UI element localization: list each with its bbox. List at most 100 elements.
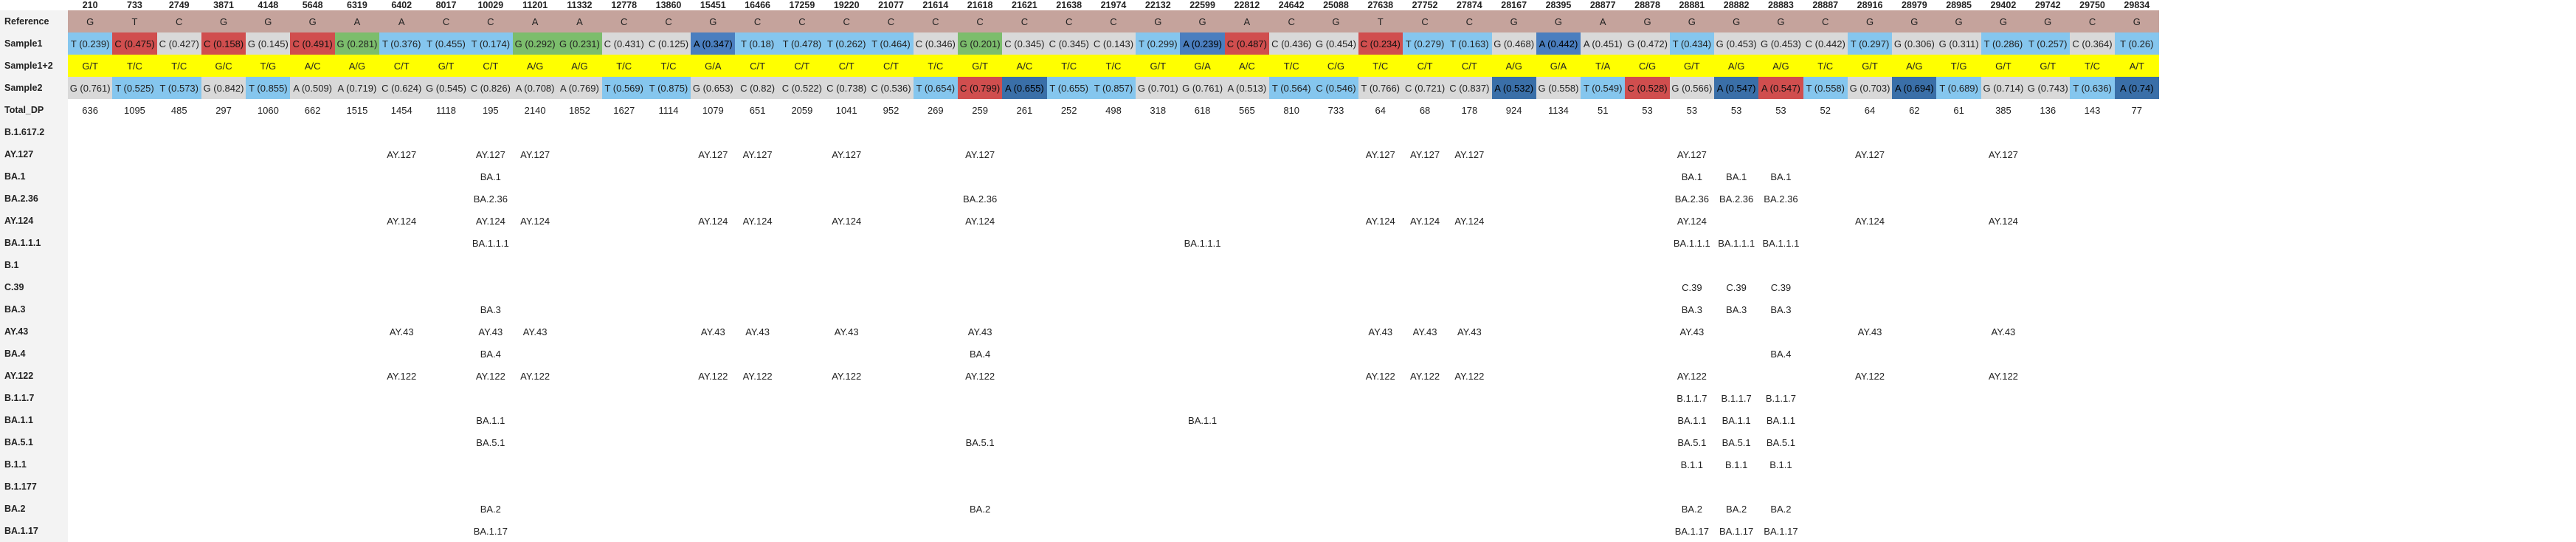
lineage-cell <box>1046 298 1091 320</box>
lineage-cell: AY.122 <box>1447 365 1492 387</box>
position-header: 21614 <box>922 0 949 10</box>
lineage-cell <box>1536 498 1581 520</box>
lineage-cell <box>1402 387 1448 409</box>
lineage-cell <box>2026 520 2071 542</box>
cell: C (0.125) <box>646 32 691 55</box>
cell: T/C <box>1803 55 1848 77</box>
cell: 810 <box>1269 99 1314 121</box>
lineage-cell <box>779 498 825 520</box>
lineage-cell <box>2026 431 2071 453</box>
lineage-cell: BA.2 <box>1758 498 1803 520</box>
lineage-cell <box>779 387 825 409</box>
lineage-cell <box>957 298 1003 320</box>
lineage-cell <box>557 365 602 387</box>
lineage-cell <box>68 143 113 165</box>
lineage-cell <box>424 276 469 298</box>
cell: G (0.761) <box>68 77 113 99</box>
lineage-cell <box>735 476 780 498</box>
lineage-cell <box>1313 210 1358 232</box>
lineage-cell <box>1936 498 1981 520</box>
lineage-cell <box>68 188 113 210</box>
lineage-cell <box>1625 320 1670 343</box>
lineage-cell <box>1224 165 1270 188</box>
lineage-cell <box>468 453 513 476</box>
lineage-cell <box>1581 520 1626 542</box>
lineage-cell <box>2114 210 2159 232</box>
lineage-cell <box>2114 476 2159 498</box>
cell: G (0.545) <box>424 77 469 99</box>
lineage-cell <box>156 254 201 276</box>
position-header: 28878 <box>1634 0 1660 10</box>
lineage-cell <box>156 387 201 409</box>
lineage-cell <box>913 143 958 165</box>
lineage-cell: AY.127 <box>1669 143 1714 165</box>
lineage-cell <box>1002 409 1047 431</box>
cell: G <box>691 10 736 32</box>
lineage-cell: AY.122 <box>691 365 736 387</box>
lineage-cell: BA.2 <box>468 498 513 520</box>
lineage-cell <box>1625 210 1670 232</box>
lineage-cell <box>913 520 958 542</box>
lineage-cell <box>1625 453 1670 476</box>
lineage-cell <box>1892 254 1937 276</box>
lineage-cell <box>1625 520 1670 542</box>
lineage-cell <box>601 365 646 387</box>
lineage-cell <box>1581 188 1626 210</box>
lineage-cell <box>1625 143 1670 165</box>
lineage-cell: AY.127 <box>1447 143 1492 165</box>
cell: G <box>1981 10 2026 32</box>
lineage-cell <box>1224 498 1270 520</box>
cell: 1515 <box>334 99 380 121</box>
lineage-cell: AY.124 <box>1447 210 1492 232</box>
lineage-cell <box>2114 232 2159 254</box>
lineage-cell <box>646 387 691 409</box>
lineage-label: AY.127 <box>0 143 68 165</box>
cell: T (0.18) <box>735 32 780 55</box>
lineage-cell <box>1447 121 1492 143</box>
lineage-cell <box>2070 343 2115 365</box>
lineage-cell <box>201 188 246 210</box>
lineage-cell <box>646 121 691 143</box>
lineage-cell <box>646 210 691 232</box>
lineage-cell <box>1358 232 1403 254</box>
cell: C (0.475) <box>112 32 157 55</box>
lineage-cell <box>1447 476 1492 498</box>
lineage-cell <box>1402 453 1448 476</box>
lineage-cell <box>1046 476 1091 498</box>
cell: A/G <box>1758 55 1803 77</box>
lineage-cell <box>1002 320 1047 343</box>
cell: T <box>112 10 157 32</box>
lineage-cell <box>1447 498 1492 520</box>
lineage-cell <box>334 520 380 542</box>
lineage-cell <box>379 387 424 409</box>
cell: G (0.761) <box>1180 77 1225 99</box>
position-header: 2749 <box>168 0 190 10</box>
cell: T (0.455) <box>424 32 469 55</box>
cell: G (0.468) <box>1491 32 1536 55</box>
lineage-cell <box>646 276 691 298</box>
lineage-cell <box>1713 343 1759 365</box>
lineage-cell <box>601 520 646 542</box>
lineage-cell <box>869 409 914 431</box>
lineage-label: BA.2.36 <box>0 188 68 210</box>
lineage-cell <box>1224 431 1270 453</box>
lineage-cell <box>779 276 825 298</box>
lineage-cell <box>334 188 380 210</box>
lineage-cell <box>379 453 424 476</box>
lineage-cell <box>913 387 958 409</box>
position-header: 28985 <box>1946 0 1972 10</box>
row-sample1: Sample1 T (0.239) C (0.475) C (0.427) C (0.1… <box>0 32 2159 55</box>
lineage-cell <box>824 254 869 276</box>
lineage-cell <box>2070 498 2115 520</box>
lineage-label: BA.1.1.1 <box>0 232 68 254</box>
position-header: 10029 <box>477 0 504 10</box>
cell: C <box>1402 10 1448 32</box>
lineage-cell: AY.124 <box>1402 210 1448 232</box>
cell: C <box>1803 10 1848 32</box>
cell: G <box>1313 10 1358 32</box>
lineage-cell <box>1892 343 1937 365</box>
lineage-cell <box>1536 453 1581 476</box>
lineage-cell <box>824 188 869 210</box>
lineage-cell <box>512 121 558 143</box>
lineage-cell <box>512 254 558 276</box>
